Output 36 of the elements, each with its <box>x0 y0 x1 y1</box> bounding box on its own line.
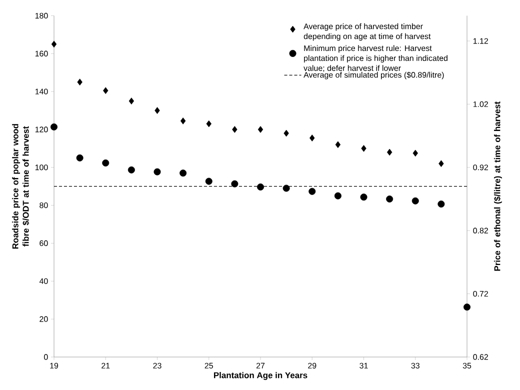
point <box>128 166 135 174</box>
point <box>102 159 110 166</box>
point <box>438 200 445 208</box>
point <box>282 184 290 192</box>
point <box>154 168 161 176</box>
point <box>284 130 289 137</box>
point <box>412 197 419 204</box>
point <box>257 183 264 190</box>
point <box>386 195 394 202</box>
point <box>464 304 471 311</box>
point <box>412 150 418 157</box>
point <box>231 180 238 188</box>
point <box>258 126 264 133</box>
y2-axis-title: Price of ethonal ($/litre) at time of harvest <box>494 102 502 271</box>
point <box>180 118 186 124</box>
point <box>76 154 84 162</box>
y-axis-title: Roadside price of poplar wood fibre $/ODT at time of harvest <box>12 124 30 249</box>
point <box>334 192 342 200</box>
point <box>386 148 392 156</box>
point <box>232 126 238 133</box>
point <box>154 107 160 114</box>
point <box>335 141 341 148</box>
x-axis-title: Plantation Age in Years <box>214 372 308 380</box>
point <box>128 98 134 104</box>
point <box>206 120 212 128</box>
point <box>50 123 58 130</box>
point <box>308 188 316 195</box>
point <box>205 178 212 185</box>
point <box>180 170 187 177</box>
point <box>103 87 108 94</box>
point <box>51 40 57 48</box>
point <box>310 134 315 142</box>
point <box>360 194 368 201</box>
point <box>77 78 82 86</box>
point <box>361 145 366 152</box>
point <box>438 160 444 167</box>
